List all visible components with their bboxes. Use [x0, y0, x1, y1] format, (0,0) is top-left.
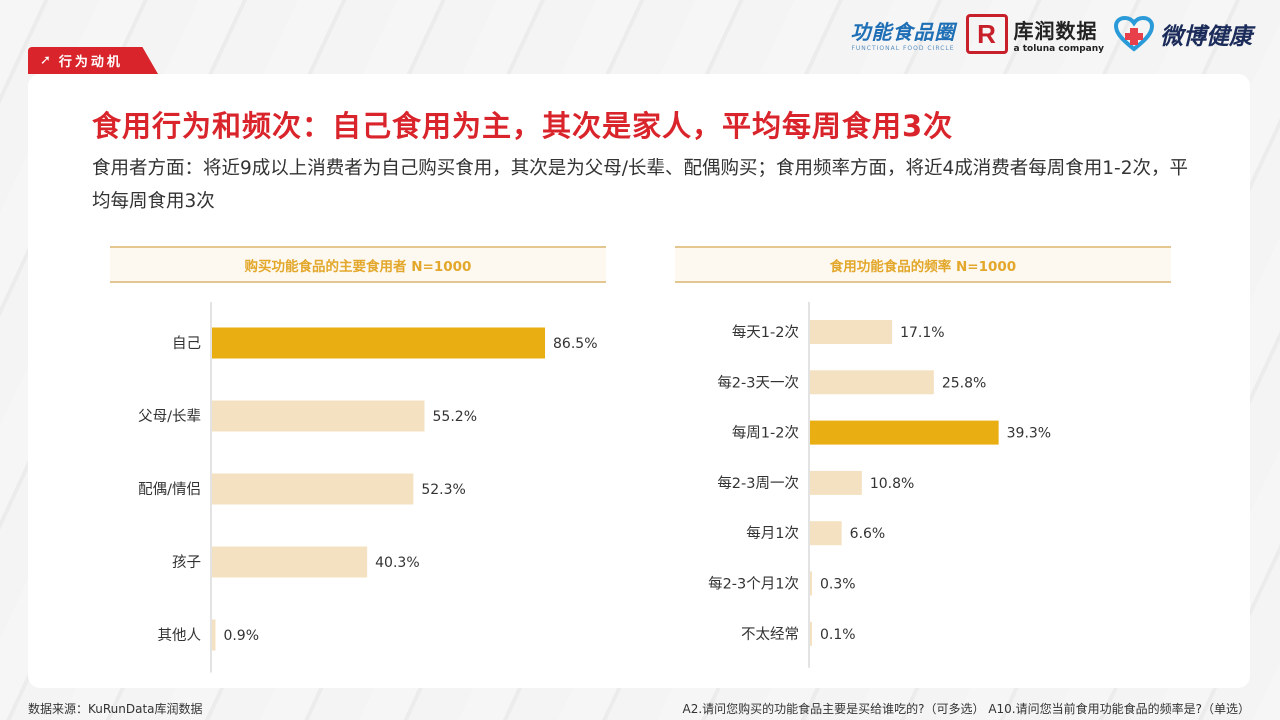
category-label: 每月1次	[746, 525, 799, 542]
category-label: 每2-3天一次	[717, 374, 799, 391]
value-label: 52.3%	[421, 482, 465, 498]
chart-consumers: 自己 86.5% 父母/长辈 55.2% 配偶/情侣 52.3% 孩子 40.3% 其他人 0.9…	[138, 302, 598, 673]
bar	[810, 571, 812, 596]
logo1-subtext: FUNCTIONAL FOOD CIRCLE	[851, 45, 955, 52]
bar	[212, 473, 414, 505]
value-label: 0.9%	[223, 628, 259, 644]
chart-title: 购买功能食品的主要食用者 N=1000	[110, 246, 606, 283]
logo-bar: 功能食品圈 FUNCTIONAL FOOD CIRCLE R 库润数据 a to…	[851, 14, 1252, 54]
bar	[212, 619, 216, 651]
value-label: 10.8%	[870, 476, 914, 492]
bar	[212, 400, 425, 432]
kurun-mark-icon: R	[965, 14, 1008, 54]
bar	[810, 420, 999, 445]
value-label: 55.2%	[433, 409, 477, 425]
heart-plus-icon	[1114, 16, 1154, 52]
bar	[212, 546, 368, 578]
value-label: 0.3%	[820, 577, 856, 593]
weibo-health-logo: 微博健康	[1114, 16, 1252, 52]
logo1-text: 功能食品圈	[850, 20, 956, 44]
bar	[810, 470, 862, 495]
bar	[212, 327, 546, 359]
value-label: 40.3%	[375, 555, 419, 571]
page-title: 食用行为和频次：自己食用为主，其次是家人，平均每周食用3次	[92, 109, 954, 143]
logo2-cn: 库润数据	[1013, 18, 1098, 43]
chart-panel-frequency: 食用功能食品的频率 N=1000	[675, 246, 1171, 666]
arrow-icon: ➚	[40, 53, 51, 68]
category-label: 父母/长辈	[138, 408, 201, 425]
category-label: 其他人	[158, 627, 202, 644]
logo2-en: a toluna company	[1013, 43, 1104, 54]
survey-questions: A2.请问您购买的功能食品主要是买给谁吃的?（可多选） A10.请问您当前食用功…	[682, 702, 1250, 716]
category-label: 配偶/情侣	[138, 481, 201, 498]
chart-panel-consumers: 购买功能食品的主要食用者 N=1000	[110, 246, 606, 666]
value-label: 86.5%	[553, 336, 597, 352]
category-label: 每2-3个月1次	[708, 576, 799, 593]
value-label: 25.8%	[942, 375, 986, 391]
category-label: 不太经常	[741, 626, 799, 643]
category-label: 每天1-2次	[732, 324, 799, 341]
bar	[810, 320, 893, 344]
category-label: 每周1-2次	[732, 425, 799, 442]
data-source: 数据来源：KuRunData库润数据	[28, 702, 203, 716]
kurun-data-logo: R 库润数据 a toluna company	[965, 14, 1104, 54]
value-label: 0.1%	[820, 627, 856, 643]
category-label: 每2-3周一次	[717, 475, 799, 492]
category-label: 自己	[172, 335, 201, 352]
functional-food-circle-logo: 功能食品圈 FUNCTIONAL FOOD CIRCLE	[851, 16, 956, 52]
content-card	[28, 74, 1250, 688]
section-tag: ➚ 行为动机	[28, 47, 158, 74]
logo3-name: 微博健康	[1160, 24, 1252, 50]
bar	[810, 521, 842, 546]
bar	[810, 621, 812, 646]
section-tag-label: 行为动机	[58, 55, 123, 70]
chart-frequency: 每天1-2次 17.1% 每2-3天一次 25.8% 每周1-2次 39.3% 每2-3周一…	[708, 302, 1051, 668]
category-label: 孩子	[172, 554, 201, 571]
chart-title: 食用功能食品的频率 N=1000	[675, 246, 1171, 283]
bar	[810, 370, 934, 395]
value-label: 39.3%	[1007, 426, 1051, 442]
page-description: 食用者方面：将近9成以上消费者为自己购买食用，其次是为父母/长辈、配偶购买；食用…	[92, 158, 1188, 212]
value-label: 17.1%	[900, 325, 944, 341]
value-label: 6.6%	[850, 526, 886, 542]
